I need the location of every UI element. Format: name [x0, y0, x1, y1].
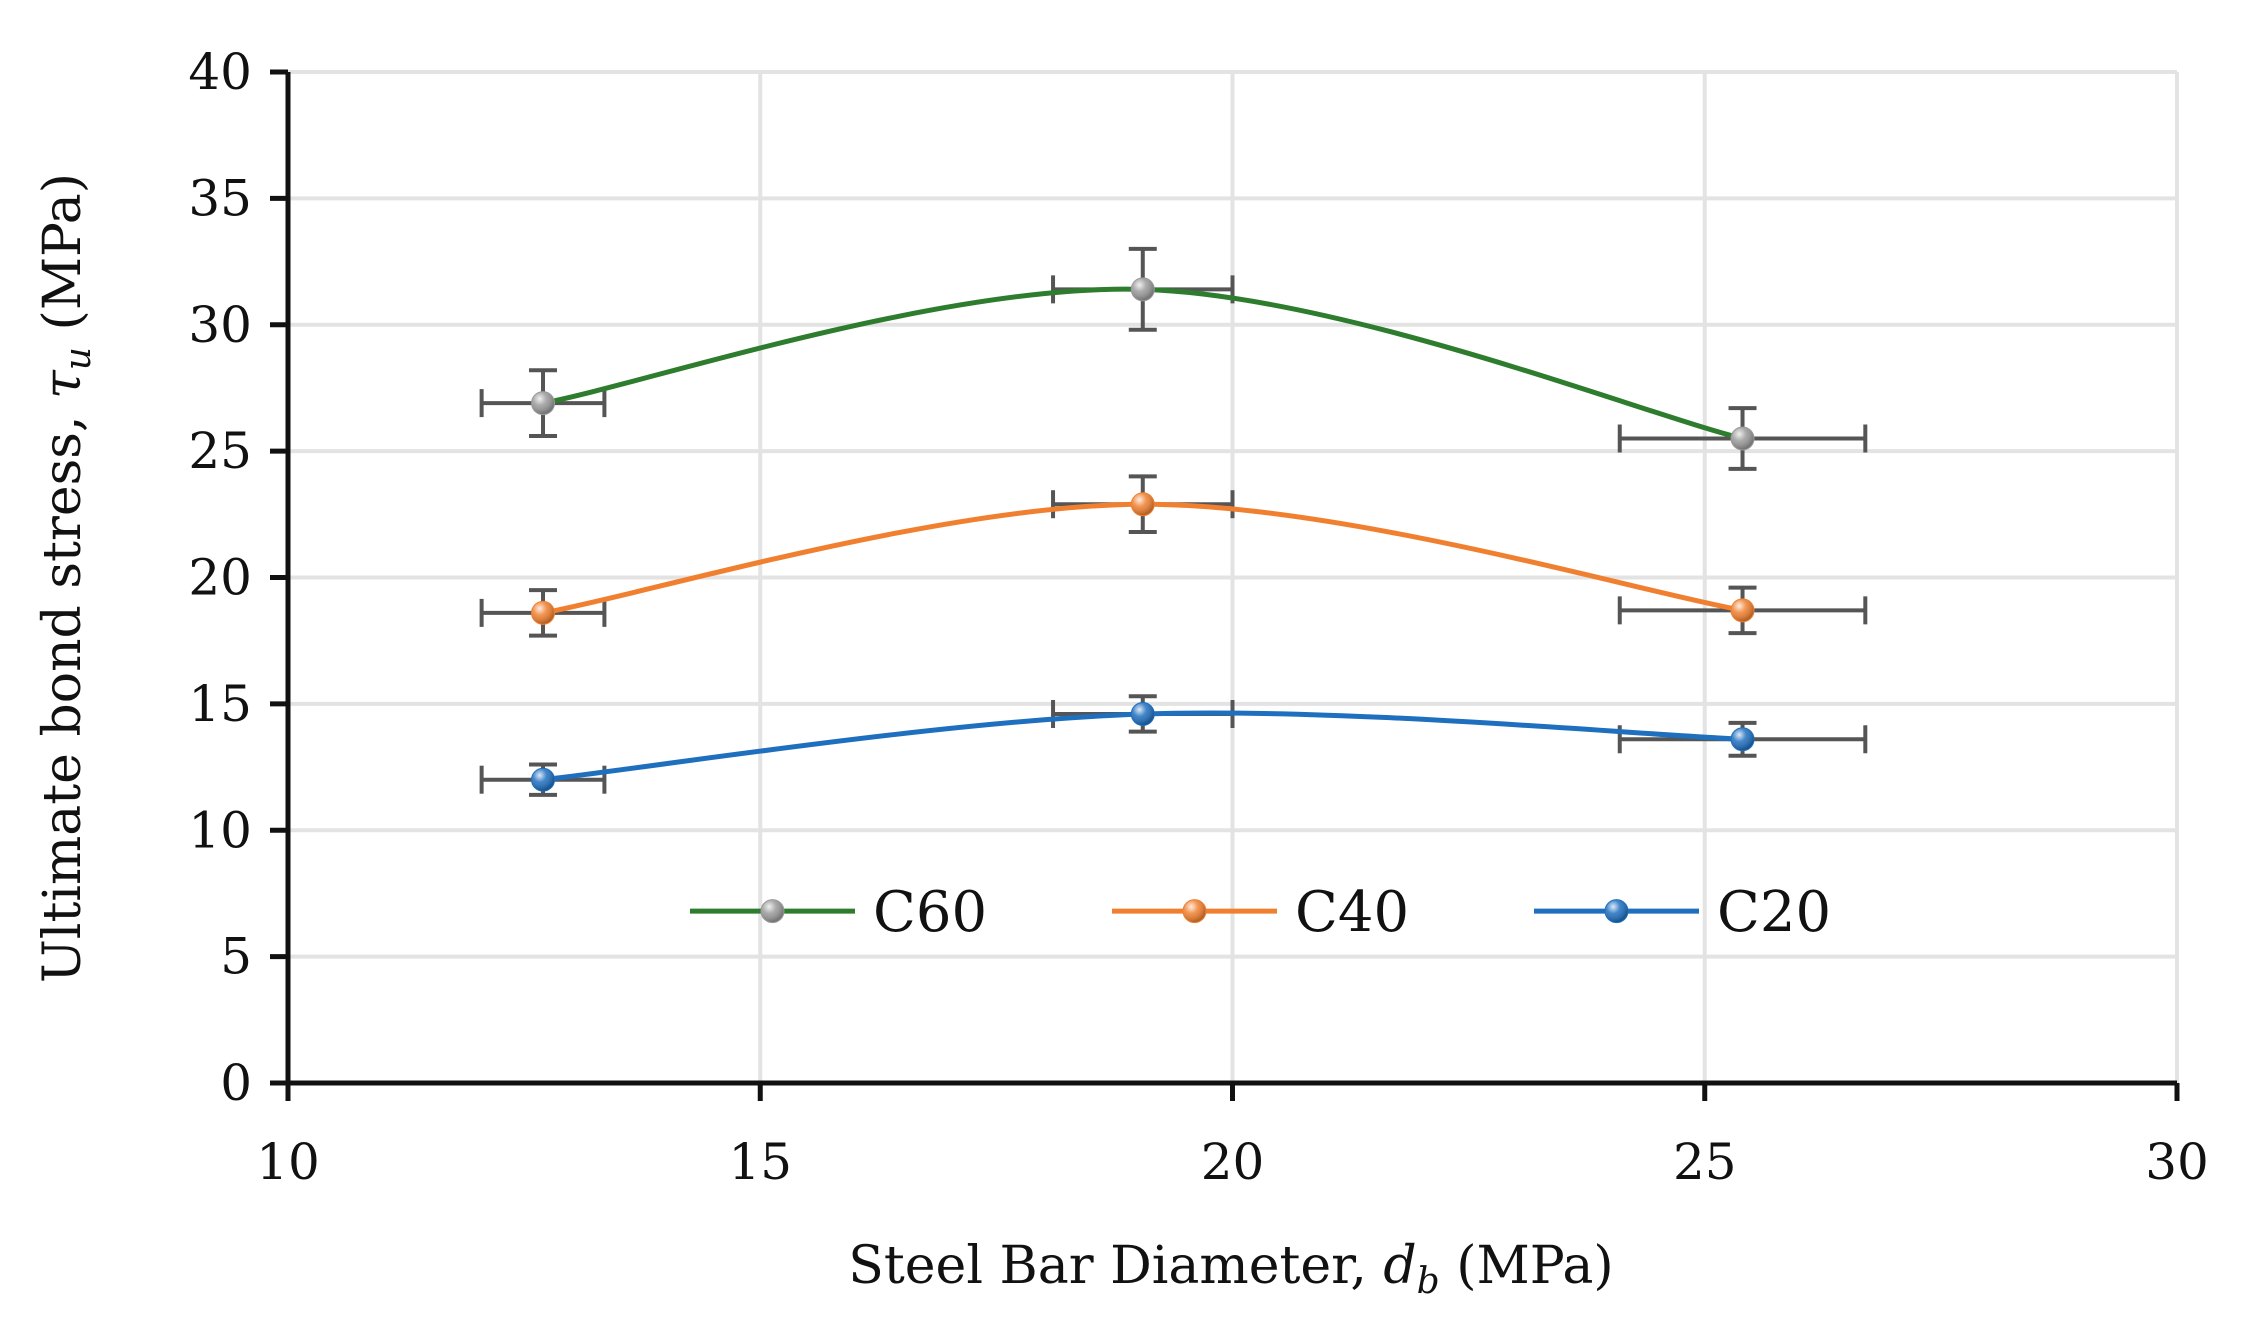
y-tick-label-30: 30: [188, 296, 252, 354]
y-tick-label-35: 35: [188, 169, 252, 227]
y-tick-label-20: 20: [188, 549, 252, 607]
data-point-c20-1: [1130, 701, 1155, 726]
data-point-c40-1: [1130, 492, 1155, 517]
legend: C60 C40 C20: [690, 880, 1831, 945]
series-layer: [479, 246, 1868, 797]
data-point-c60-0: [531, 391, 556, 416]
x-tick-label-30: 30: [2145, 1133, 2209, 1191]
x-tick-label-25: 25: [1673, 1133, 1737, 1191]
tick-labels: 0 5 10 15 20 25 30 35 40 10 15 20 25 30: [188, 43, 2208, 1191]
data-point-c20-0: [531, 767, 556, 792]
y-tick-label-15: 15: [188, 675, 252, 733]
legend-item-c20: C20: [1534, 880, 1831, 945]
x-axis-title: Steel Bar Diameter, db (MPa): [848, 1236, 1613, 1302]
series-c60: [479, 246, 1868, 471]
legend-item-c60: C60: [690, 880, 987, 945]
y-tick-label-10: 10: [188, 801, 252, 859]
x-tick-label-20: 20: [1201, 1133, 1265, 1191]
series-c20: [479, 694, 1868, 797]
data-point-c40-0: [531, 600, 556, 625]
x-tick-label-15: 15: [728, 1133, 792, 1191]
x-tick-label-10: 10: [256, 1133, 320, 1191]
series-c40: [479, 474, 1868, 638]
y-tick-label-40: 40: [188, 43, 252, 101]
axes: [270, 69, 2180, 1101]
y-axis-title: Ultimate bond stress, τu (MPa): [33, 173, 99, 983]
y-tick-label-25: 25: [188, 422, 252, 480]
legend-label-c60: C60: [873, 880, 987, 945]
legend-item-c40: C40: [1112, 880, 1409, 945]
data-point-c20-2: [1730, 727, 1755, 752]
y-tick-label-5: 5: [220, 928, 252, 986]
legend-label-c20: C20: [1717, 880, 1831, 945]
legend-label-c40: C40: [1295, 880, 1409, 945]
data-point-c40-2: [1730, 598, 1755, 623]
y-tick-label-0: 0: [220, 1054, 252, 1112]
data-point-c60-2: [1730, 426, 1755, 451]
data-point-c60-1: [1130, 277, 1155, 302]
